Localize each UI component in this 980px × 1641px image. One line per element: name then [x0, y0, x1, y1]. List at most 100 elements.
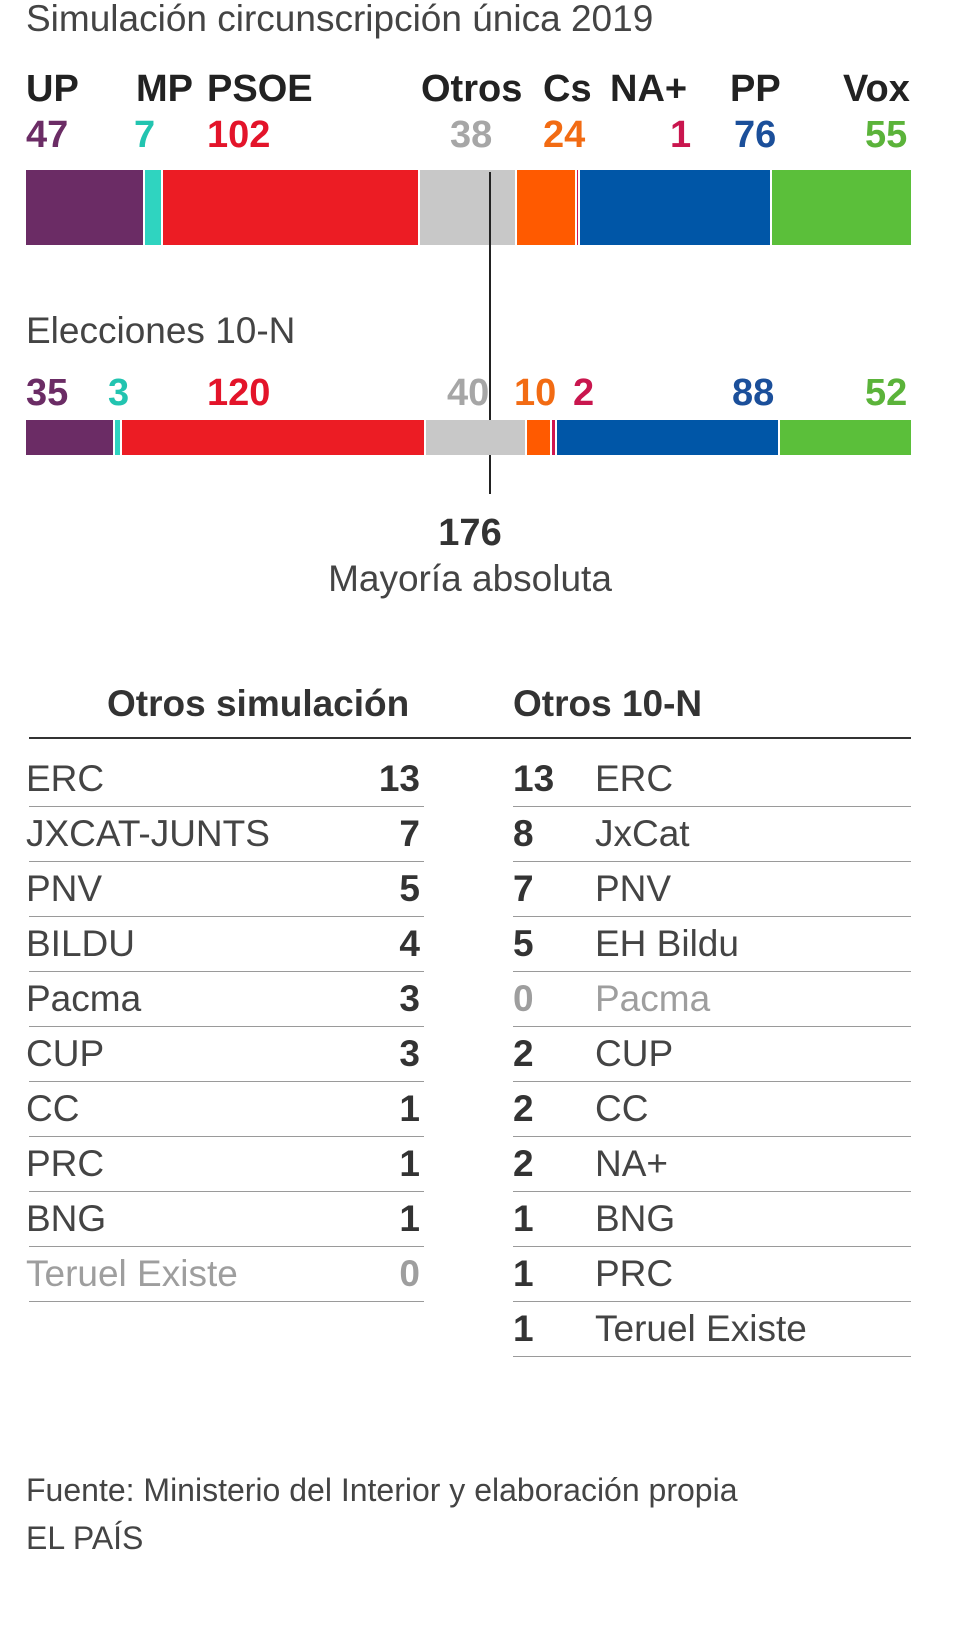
party-name: ERC	[26, 758, 105, 799]
n10-value-vox: 52	[865, 372, 908, 414]
table-header-10n: Otros 10-N	[513, 683, 703, 724]
party-name: CUP	[595, 1033, 674, 1074]
n10-value-otros: 40	[447, 372, 490, 414]
table-row: JxCat 8	[513, 805, 911, 862]
bar-segment-psoe	[122, 420, 424, 455]
seat-count: 5	[399, 868, 420, 909]
n10-value-psoe: 120	[207, 372, 271, 414]
party-name: CUP	[26, 1033, 105, 1074]
sim-value-na: 1	[670, 114, 692, 156]
bar-segment-cs	[516, 170, 576, 245]
party-name: NA+	[595, 1143, 669, 1184]
seat-count: 2	[513, 1088, 534, 1129]
bar-segment-psoe	[162, 170, 419, 245]
bar-segment-pp	[579, 170, 770, 245]
table-row: JXCAT-JUNTS 7	[26, 805, 424, 862]
sim-value-up: 47	[26, 114, 69, 156]
bar-segment-na	[551, 420, 555, 455]
table-row: EH Bildu 5	[513, 915, 911, 972]
bar-segment-otros	[425, 420, 525, 455]
table-row: Pacma 3	[26, 970, 424, 1027]
section-title-10n: Elecciones 10-N	[26, 310, 296, 351]
seat-count: 3	[399, 1033, 420, 1074]
seat-count: 1	[513, 1253, 534, 1294]
bar-segment-na	[577, 170, 579, 245]
seat-count: 4	[399, 923, 420, 964]
party-name: PNV	[26, 868, 103, 909]
table-row: CUP 2	[513, 1025, 911, 1082]
party-name: JxCat	[595, 813, 690, 854]
party-name: ERC	[595, 758, 674, 799]
party-name: CC	[595, 1088, 649, 1129]
table-row: Pacma 0	[513, 970, 911, 1027]
party-name: BNG	[26, 1198, 107, 1239]
table-header-simulacion: Otros simulación	[107, 683, 410, 724]
seat-count: 2	[513, 1033, 534, 1074]
table-row: CUP 3	[26, 1025, 424, 1082]
seat-count: 13	[378, 758, 420, 799]
seat-count: 1	[399, 1088, 420, 1129]
source-note: Fuente: Ministerio del Interior y elabor…	[26, 1472, 738, 1508]
seat-count: 1	[399, 1143, 420, 1184]
seat-count: 0	[399, 1253, 420, 1294]
majority-line	[489, 172, 491, 494]
majority-number: 176	[438, 512, 502, 554]
sim-value-vox: 55	[865, 114, 908, 156]
bar-segment-up	[26, 420, 113, 455]
party-name: Teruel Existe	[595, 1308, 807, 1349]
party-name: Pacma	[595, 978, 711, 1019]
table-row: BNG 1	[26, 1190, 424, 1247]
seat-count: 2	[513, 1143, 534, 1184]
table-row: BILDU 4	[26, 915, 424, 972]
party-name-na: NA+	[610, 68, 688, 110]
table-row: ERC 13	[26, 750, 424, 807]
table-row: PRC 1	[26, 1135, 424, 1192]
seat-count: 1	[513, 1198, 534, 1239]
seat-count: 3	[399, 978, 420, 1019]
seat-count: 1	[513, 1308, 534, 1349]
party-name: EH Bildu	[595, 923, 739, 964]
party-name-psoe: PSOE	[207, 68, 313, 110]
table-top-rule	[29, 737, 911, 739]
sim-value-mp: 7	[134, 114, 156, 156]
bar-segment-up	[26, 170, 143, 245]
table-row: PRC 1	[513, 1245, 911, 1302]
seat-count: 13	[513, 758, 555, 799]
table-row: PNV 7	[513, 860, 911, 917]
n10-value-up: 35	[26, 372, 69, 414]
party-name-cs: Cs	[543, 68, 592, 110]
party-name: Teruel Existe	[26, 1253, 238, 1294]
party-name-pp: PP	[730, 68, 781, 110]
bar-segment-mp	[144, 170, 161, 245]
seat-count: 5	[513, 923, 534, 964]
sim-value-psoe: 102	[207, 114, 271, 156]
party-name-otros: Otros	[421, 68, 523, 110]
table-row: BNG 1	[513, 1190, 911, 1247]
seat-count: 1	[399, 1198, 420, 1239]
sim-value-cs: 24	[543, 114, 586, 156]
chart-title: Simulación circunscripción única 2019	[26, 0, 654, 39]
stacked-bar-simulacion	[26, 170, 911, 245]
n10-value-na: 2	[573, 372, 595, 414]
party-name-up: UP	[26, 68, 79, 110]
table-row: NA+ 2	[513, 1135, 911, 1192]
bar-segment-pp	[557, 420, 778, 455]
bar-segment-vox	[771, 170, 911, 245]
table-row: CC 1	[26, 1080, 424, 1137]
n10-value-mp: 3	[108, 372, 130, 414]
table-row: Teruel Existe 0	[26, 1245, 424, 1302]
party-name: JXCAT-JUNTS	[26, 813, 270, 854]
bar-segment-mp	[114, 420, 121, 455]
sim-value-pp: 76	[734, 114, 777, 156]
seat-count: 8	[513, 813, 534, 854]
bar-segment-vox	[779, 420, 911, 455]
n10-value-pp: 88	[732, 372, 775, 414]
n10-value-cs: 10	[514, 372, 557, 414]
party-name: BNG	[595, 1198, 676, 1239]
party-name: PNV	[595, 868, 672, 909]
table-row: ERC 13	[513, 750, 911, 807]
seat-count: 0	[513, 978, 534, 1019]
party-name-mp: MP	[136, 68, 193, 110]
party-name-vox: Vox	[843, 68, 910, 110]
party-name: PRC	[26, 1143, 105, 1184]
